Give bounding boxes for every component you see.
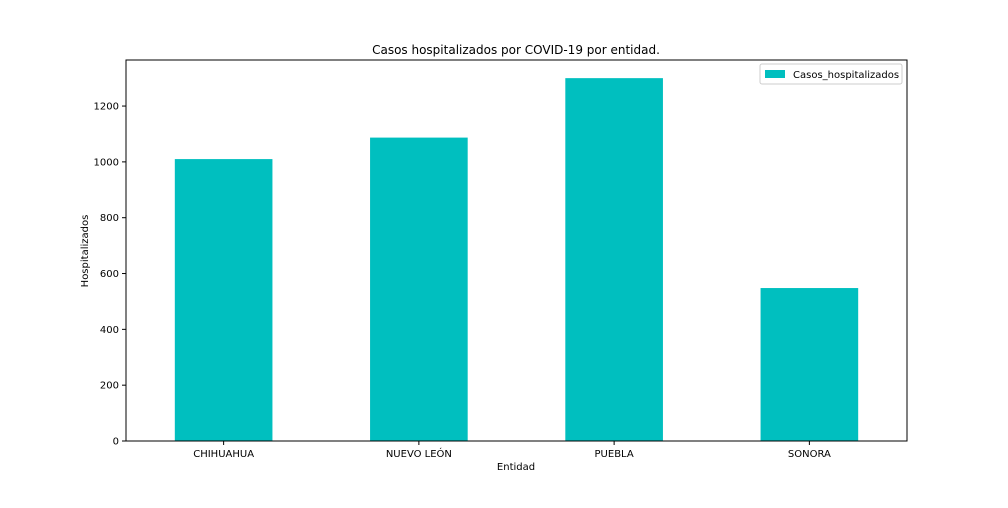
bar-0 (174, 159, 273, 442)
y-tick-label-1: 200 (100, 381, 119, 392)
bar-1 (370, 137, 468, 441)
y-tick-label-4: 800 (100, 213, 119, 224)
y-axis-label: Hospitalizados (80, 215, 91, 288)
legend-entry: Casos_hospitalizados (793, 70, 899, 81)
y-tick-label-2: 400 (100, 325, 119, 336)
chart-title: Casos hospitalizados por COVID-19 por en… (372, 43, 660, 57)
x-axis: CHIHUAHUA NUEVO LEÓN PUEBLA SONORA (193, 441, 831, 460)
legend-box (759, 63, 903, 85)
y-axis: 0 200 400 600 800 1000 1200 (94, 102, 126, 448)
x-tick-label-0: CHIHUAHUA (193, 449, 254, 460)
bar-2 (565, 78, 663, 442)
bar-3 (760, 288, 859, 441)
bars-layer (174, 78, 859, 442)
y-tick-label-3: 600 (100, 269, 119, 280)
plot-frame (125, 59, 908, 442)
y-tick-label-5: 1000 (94, 157, 119, 168)
x-tick-label-1: NUEVO LEÓN (386, 447, 452, 460)
legend-swatch (765, 70, 785, 78)
y-tick-label-0: 0 (113, 437, 119, 448)
x-axis-label: Entidad (497, 462, 535, 473)
x-tick-label-3: SONORA (788, 449, 831, 460)
x-tick-label-2: PUEBLA (595, 449, 634, 460)
legend: Casos_hospitalizados (759, 63, 903, 85)
y-tick-label-6: 1200 (94, 102, 119, 113)
